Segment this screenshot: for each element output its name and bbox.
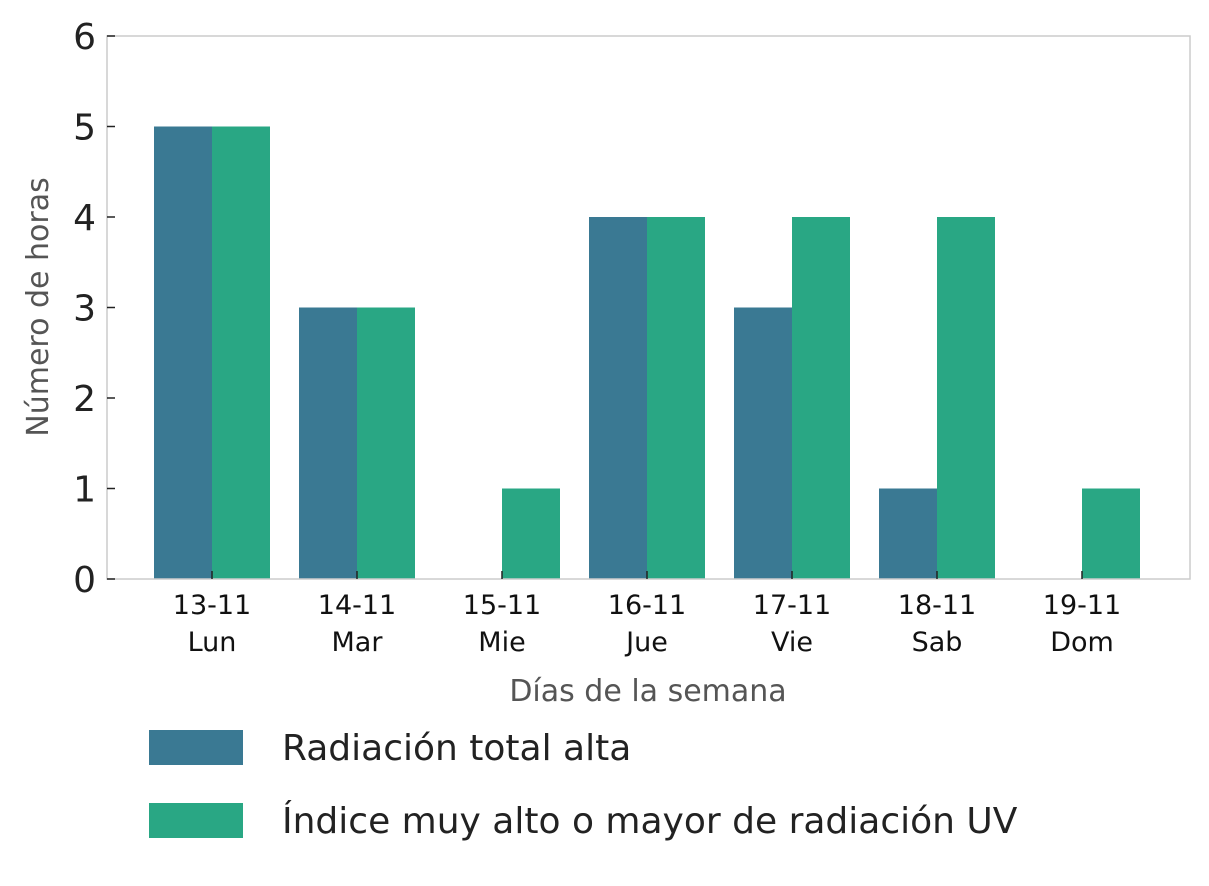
y-tick-label: 4 <box>73 198 96 239</box>
x-tick-label-day: Dom <box>1050 627 1114 658</box>
y-axis: 0 1 2 3 4 5 6 <box>73 17 115 601</box>
x-tick-label-date: 13-11 <box>173 590 251 621</box>
bar-indice-uv-sab <box>937 217 995 579</box>
bars-layer <box>154 126 1140 579</box>
bar-indice-uv-dom <box>1082 488 1140 579</box>
legend-swatch <box>149 730 243 765</box>
y-axis-label: Número de horas <box>21 177 56 436</box>
y-tick-label: 0 <box>73 560 96 601</box>
bar-radiacion-total-lun <box>154 126 212 579</box>
y-tick-label: 6 <box>73 17 96 58</box>
y-tick-label: 1 <box>73 470 96 511</box>
x-tick-label-date: 16-11 <box>608 590 686 621</box>
bar-indice-uv-mar <box>357 307 415 579</box>
bar-indice-uv-mie <box>502 488 560 579</box>
x-tick-label-day: Jue <box>624 627 668 658</box>
bar-radiacion-total-vie <box>734 307 792 579</box>
x-tick-label-date: 18-11 <box>898 590 976 621</box>
legend-label: Radiación total alta <box>282 728 631 769</box>
x-axis: 13-11 Lun 14-11 Mar 15-11 Mie 16-11 Jue 17-11 Vie… <box>173 571 1121 658</box>
x-tick-label-day: Mie <box>478 627 525 658</box>
x-tick-label-date: 15-11 <box>463 590 541 621</box>
x-tick-label-day: Sab <box>912 627 963 658</box>
bar-indice-uv-jue <box>647 217 705 579</box>
bar-indice-uv-vie <box>792 217 850 579</box>
bar-radiacion-total-jue <box>589 217 647 579</box>
x-tick-label-day: Lun <box>188 627 237 658</box>
bar-radiacion-total-sab <box>879 488 937 579</box>
x-tick-label-day: Mar <box>332 627 384 658</box>
x-tick-label-date: 19-11 <box>1043 590 1121 621</box>
y-tick-label: 3 <box>73 289 96 330</box>
legend-swatch <box>149 803 243 838</box>
bar-radiacion-total-mar <box>299 307 357 579</box>
legend: Radiación total alta Índice muy alto o ma… <box>149 728 1018 842</box>
x-axis-label: Días de la semana <box>509 674 786 709</box>
bar-indice-uv-lun <box>212 126 270 579</box>
legend-label: Índice muy alto o mayor de radiación UV <box>282 800 1018 842</box>
y-tick-label: 2 <box>73 379 96 420</box>
y-tick-label: 5 <box>73 108 96 149</box>
x-tick-label-date: 14-11 <box>318 590 396 621</box>
x-tick-label-day: Vie <box>771 627 813 658</box>
x-tick-label-date: 17-11 <box>753 590 831 621</box>
